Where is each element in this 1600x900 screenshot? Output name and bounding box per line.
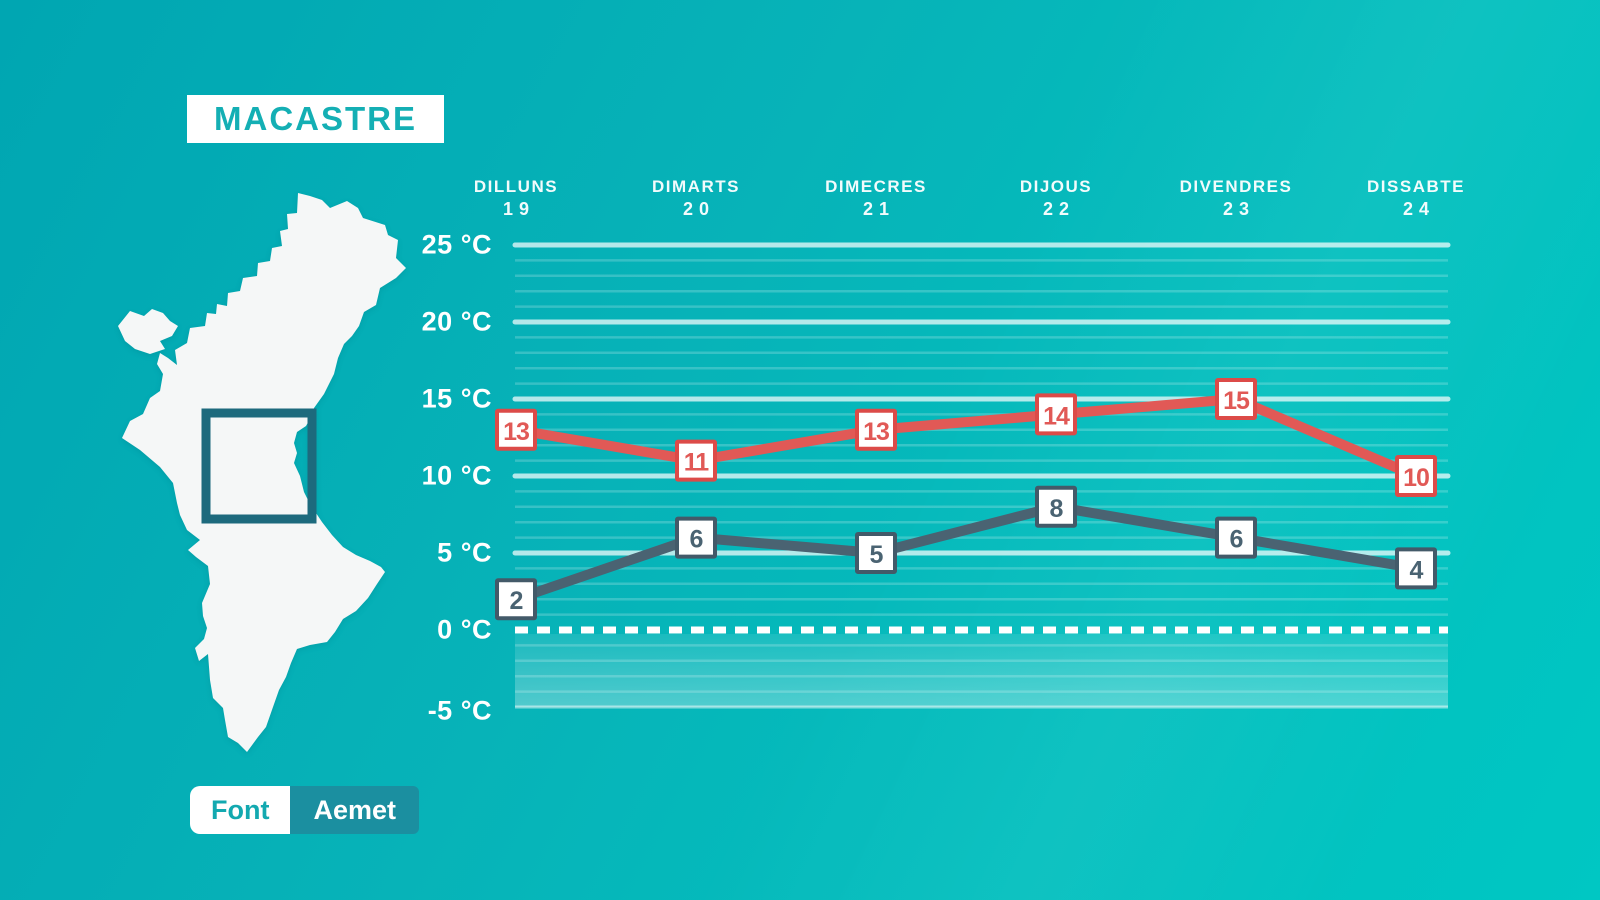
- svg-text:13: 13: [503, 418, 529, 446]
- y-axis-tick: 10 °C: [421, 460, 492, 491]
- max-temp-value-box: 13: [855, 408, 897, 451]
- source-value: Aemet: [290, 786, 420, 834]
- day-column: DIMARTS 20: [605, 176, 787, 221]
- day-date: 22: [1042, 199, 1076, 219]
- min-temp-line: [511, 501, 1421, 605]
- svg-text:15: 15: [1223, 387, 1250, 415]
- max-temp-value-box: 10: [1395, 455, 1437, 497]
- day-column: DIJOUS 22: [965, 176, 1147, 221]
- min-temp-value-box: 5: [855, 532, 897, 574]
- y-axis-tick: 0 °C: [437, 614, 492, 645]
- svg-text:4: 4: [1410, 556, 1424, 584]
- major-gridlines: [512, 242, 1451, 556]
- region-exclave: [118, 309, 178, 354]
- region-outline: [122, 193, 406, 752]
- source-label: Font: [190, 786, 291, 834]
- day-column: DILLUNS 19: [425, 176, 607, 221]
- max-temp-value-box: 13: [495, 408, 537, 451]
- y-axis-tick: -5 °C: [427, 695, 492, 726]
- day-date: 19: [502, 199, 536, 219]
- minor-gridlines: [515, 259, 1448, 693]
- svg-text:8: 8: [1050, 495, 1064, 523]
- day-column: DISSABTE 24: [1325, 176, 1507, 221]
- day-column: DIMECRES 21: [785, 176, 967, 221]
- day-date: 20: [682, 199, 716, 219]
- y-axis-tick: 20 °C: [421, 306, 492, 337]
- min-temp-value-box: 6: [675, 516, 717, 559]
- day-name: DISSABTE: [1367, 177, 1465, 196]
- y-axis-tick: 25 °C: [421, 229, 492, 260]
- svg-text:6: 6: [690, 526, 703, 554]
- day-date: 24: [1402, 199, 1436, 219]
- svg-text:2: 2: [510, 587, 523, 615]
- svg-text:10: 10: [1403, 464, 1429, 492]
- max-temp-value-box: 15: [1215, 378, 1257, 420]
- svg-text:6: 6: [1230, 526, 1243, 554]
- y-axis-tick: 5 °C: [437, 537, 492, 568]
- day-name: DIVENDRES: [1179, 177, 1293, 196]
- day-name: DIJOUS: [1019, 177, 1093, 196]
- valencia-region-map: [118, 193, 406, 752]
- svg-text:5: 5: [870, 541, 884, 569]
- location-highlight-square: [201, 408, 317, 524]
- min-temp-value-box: 2: [495, 578, 537, 621]
- day-name: DIMARTS: [652, 177, 740, 196]
- max-temp-value-box: 14: [1035, 393, 1077, 436]
- source-badge: Font Aemet: [190, 786, 420, 834]
- day-date: 21: [862, 199, 896, 219]
- day-date: 23: [1222, 199, 1256, 219]
- location-title-box: MACASTRE: [187, 95, 444, 143]
- day-name: DILLUNS: [473, 177, 559, 196]
- day-name: DIMECRES: [825, 177, 927, 196]
- page-title: MACASTRE: [214, 100, 417, 137]
- svg-text:14: 14: [1043, 402, 1070, 430]
- max-temp-line: [511, 394, 1421, 481]
- min-temp-value-box: 8: [1035, 485, 1077, 528]
- svg-text:11: 11: [684, 449, 710, 477]
- svg-text:13: 13: [863, 418, 889, 446]
- subzero-band: [515, 634, 1448, 707]
- max-temp-value-box: 11: [675, 439, 717, 482]
- min-temp-value-box: 4: [1395, 547, 1437, 590]
- y-axis-tick: 15 °C: [421, 383, 492, 414]
- day-column: DIVENDRES 23: [1145, 176, 1327, 221]
- min-temp-value-box: 6: [1215, 516, 1257, 559]
